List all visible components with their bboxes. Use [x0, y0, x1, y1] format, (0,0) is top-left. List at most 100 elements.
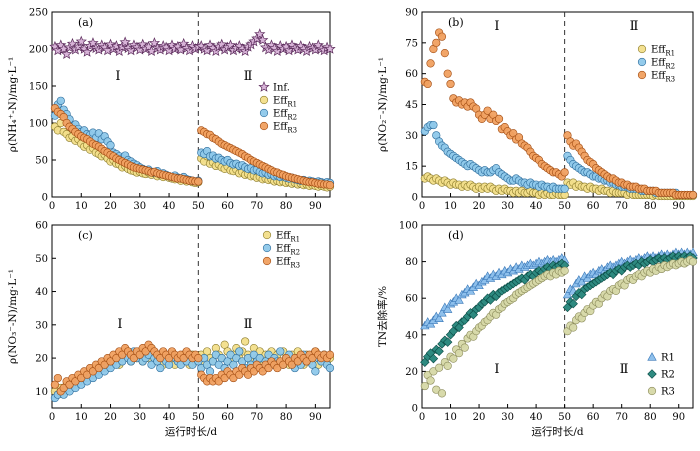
data-point	[429, 120, 438, 130]
data-point	[460, 343, 469, 352]
plot-frame	[51, 224, 331, 409]
legend-label: EffR2	[273, 109, 297, 122]
legend-marker	[637, 57, 647, 67]
phase-label: Ⅰ	[494, 19, 499, 34]
data-point	[443, 361, 452, 371]
x-tick-label: 60	[221, 412, 234, 423]
legend-label: EffR1	[276, 231, 300, 244]
y-tick-label: 20	[405, 367, 418, 378]
data-point	[426, 376, 435, 385]
y-tick-label: 20	[35, 354, 48, 365]
legend-marker	[647, 369, 657, 379]
data-point	[56, 96, 65, 105]
x-tick-label: 50	[558, 412, 571, 423]
panel-label: (b)	[448, 16, 464, 29]
y-tick-label: 40	[405, 330, 418, 341]
data-point	[119, 36, 131, 48]
legend-marker	[647, 386, 657, 396]
data-point	[60, 48, 73, 59]
data-point	[449, 354, 458, 363]
data-point	[75, 35, 87, 47]
legend-marker	[259, 121, 269, 131]
x-tick-label: 50	[192, 201, 205, 212]
series-eff-r3	[50, 104, 335, 190]
plot-frame	[421, 224, 694, 409]
x-tick-label: 40	[530, 201, 543, 212]
x-tick-label: 70	[250, 201, 263, 212]
x-tick-label: 0	[49, 412, 55, 423]
panel-a: 0 10 20 30 40 50 60 70 80 90 0 50 100 150 200 250 ρ(NH₄⁺…	[7, 8, 336, 212]
data-point	[87, 37, 99, 48]
x-tick-label: 90	[309, 201, 322, 212]
legend-marker	[262, 230, 272, 240]
data-point	[324, 43, 336, 54]
panel-b: 0 10 20 30 40 50 60 70 80 90 0 15 30 45 60 75 90 ρ(NO₂⁻-N…	[377, 8, 698, 212]
legend-marker	[259, 108, 269, 118]
x-axis-label: 运行时长/d	[165, 425, 218, 438]
data-point	[325, 363, 335, 373]
x-tick-label: 10	[444, 201, 457, 212]
x-tick-label: 30	[501, 412, 514, 423]
legend-label: EffR3	[273, 122, 297, 135]
data-point	[311, 367, 320, 376]
x-tick-label: 20	[473, 412, 486, 423]
x-tick-label: 40	[163, 412, 176, 423]
data-point	[454, 349, 464, 358]
y-tick-label: 75	[405, 38, 418, 49]
x-tick-label: 70	[615, 412, 628, 423]
panel-c: 0 10 20 30 40 50 60 70 80 90 10 20 30 40 50 60 ρ(NO₃⁻-N)…	[7, 221, 335, 438]
data-point	[216, 38, 228, 50]
data-point	[66, 37, 79, 49]
x-tick-label: 10	[75, 412, 88, 423]
legend-label: EffR1	[273, 96, 297, 109]
x-tick-label: 90	[672, 412, 685, 423]
data-point	[106, 141, 115, 150]
x-tick-label: 80	[644, 201, 657, 212]
x-tick-label: 30	[133, 201, 146, 212]
y-axis-label: ρ(NO₃⁻-N)/mg·L⁻¹	[7, 269, 19, 364]
data-point	[53, 373, 62, 383]
x-tick-label: 90	[672, 201, 685, 212]
y-tick-label: 90	[405, 8, 418, 19]
legend-label: EffR2	[276, 244, 300, 257]
data-point	[81, 46, 93, 57]
x-tick-label: 20	[473, 201, 486, 212]
y-tick-label: 100	[399, 221, 418, 232]
legend-label: EffR1	[651, 45, 675, 58]
legend-marker	[647, 352, 657, 361]
data-point	[194, 177, 203, 186]
legend-label: EffR3	[651, 71, 675, 84]
data-point	[454, 295, 464, 304]
data-point	[437, 32, 447, 41]
legend-marker	[258, 81, 270, 92]
y-tick-label: 30	[35, 320, 48, 331]
y-tick-label: 150	[29, 82, 48, 93]
legend-marker	[259, 95, 269, 105]
legend-marker	[262, 256, 272, 266]
x-tick-label: 0	[419, 201, 425, 212]
data-point	[442, 304, 453, 313]
x-tick-label: 0	[419, 412, 425, 423]
y-tick-label: 30	[405, 131, 418, 142]
data-point	[435, 363, 444, 372]
x-tick-label: 30	[133, 412, 146, 423]
legend-marker	[637, 70, 647, 80]
phase-label: Ⅱ	[244, 317, 253, 332]
data-point	[254, 28, 266, 40]
legend-label: Inf.	[273, 83, 290, 94]
x-tick-label: 50	[558, 201, 571, 212]
legend-label: R2	[661, 370, 675, 381]
series-inf-	[49, 28, 336, 59]
x-tick-label: 70	[250, 412, 263, 423]
legend-label: EffR2	[651, 58, 675, 71]
x-tick-label: 50	[192, 412, 205, 423]
data-point	[483, 106, 492, 115]
x-tick-label: 40	[163, 201, 176, 212]
x-tick-label: 0	[49, 201, 55, 212]
data-point	[178, 37, 190, 49]
x-tick-label: 20	[104, 412, 117, 423]
data-point	[276, 347, 285, 356]
